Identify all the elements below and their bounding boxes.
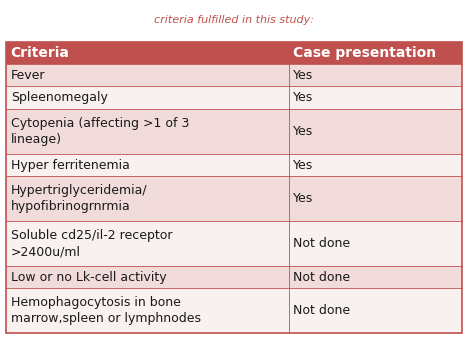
Bar [6,109,462,154]
Text: Not done: Not done [293,304,350,317]
Text: criteria fulfilled in this study:: criteria fulfilled in this study: [154,15,314,25]
Text: Yes: Yes [293,69,313,82]
Bar [6,87,462,109]
Bar [6,42,462,64]
Bar [6,266,462,288]
Text: Not done: Not done [293,237,350,250]
Text: Criteria: Criteria [11,46,70,60]
Text: Yes: Yes [293,159,313,171]
Text: Yes: Yes [293,192,313,205]
Text: Yes: Yes [293,91,313,104]
Text: Yes: Yes [293,125,313,138]
Text: Fever: Fever [11,69,45,82]
Text: Spleenomegaly: Spleenomegaly [11,91,108,104]
Bar [6,42,462,333]
Bar [6,64,462,87]
Bar [6,176,462,221]
Text: Cytopenia (affecting >1 of 3
lineage): Cytopenia (affecting >1 of 3 lineage) [11,117,189,146]
Bar [6,154,462,176]
Text: Low or no Lk-cell activity: Low or no Lk-cell activity [11,271,166,284]
Text: Not done: Not done [293,271,350,284]
Text: Hyper ferritenemia: Hyper ferritenemia [11,159,129,171]
Text: Hypertriglyceridemia/
hypofibrinogrnrmia: Hypertriglyceridemia/ hypofibrinogrnrmia [11,184,147,213]
Text: Case presentation: Case presentation [293,46,436,60]
Text: Soluble cd25/il-2 receptor
>2400u/ml: Soluble cd25/il-2 receptor >2400u/ml [11,229,172,258]
Bar [6,221,462,266]
Bar [6,288,462,333]
Text: Hemophagocytosis in bone
marrow,spleen or lymphnodes: Hemophagocytosis in bone marrow,spleen o… [11,296,201,325]
